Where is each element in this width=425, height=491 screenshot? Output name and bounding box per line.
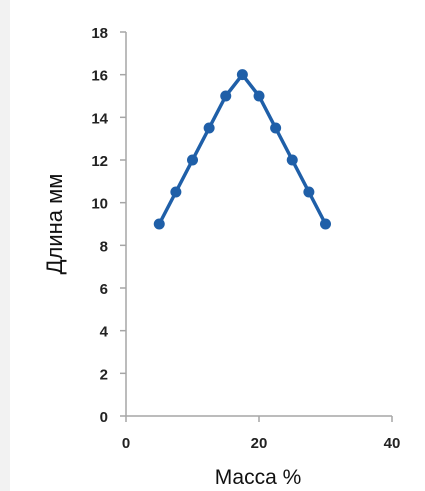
y-tick-label: 10 <box>91 196 108 213</box>
data-point <box>170 186 182 198</box>
y-tick-label: 12 <box>91 153 108 170</box>
data-point <box>203 122 215 134</box>
y-tick-label: 2 <box>100 366 108 383</box>
data-point <box>320 218 331 230</box>
series-line <box>157 72 328 226</box>
y-tick-label: 14 <box>91 110 108 127</box>
data-point <box>286 154 298 166</box>
x-tick-label: 40 <box>384 435 401 452</box>
x-tick-label: 20 <box>251 435 268 452</box>
y-tick-label: 0 <box>100 409 108 426</box>
x-axis-label: Масса % <box>215 466 302 489</box>
x-tick-label: 0 <box>122 435 130 452</box>
y-tick-label: 8 <box>100 238 108 255</box>
y-tick-label: 16 <box>91 68 108 85</box>
y-tick-label: 18 <box>91 25 108 42</box>
data-point <box>236 69 248 81</box>
y-tick-label: 6 <box>100 281 108 298</box>
y-tick-label: 4 <box>100 324 109 341</box>
data-point <box>270 122 282 134</box>
data-point <box>303 186 315 198</box>
y-axis-label: Длина мм <box>42 174 67 275</box>
page-edge <box>0 0 10 491</box>
chart-series <box>153 69 331 230</box>
chart-axes: 0 2 4 6 8 10 12 14 16 18 0 20 40 <box>91 25 400 452</box>
data-point <box>153 218 165 230</box>
data-point <box>220 90 232 102</box>
data-point <box>253 90 265 102</box>
data-point <box>187 154 198 166</box>
